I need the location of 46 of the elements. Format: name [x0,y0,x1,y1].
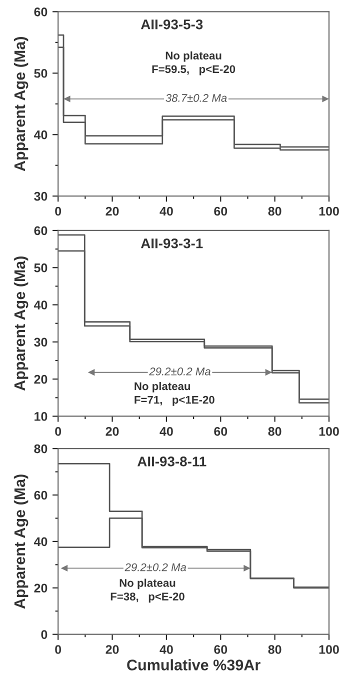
x-tick-label: 40 [160,206,173,216]
x-tick-label: 0 [55,206,62,216]
chart-title: AII-93-8-11 [137,456,206,466]
x-tick-label: 20 [106,426,119,436]
annotation: No plateau F=59.5, p<E-20 [152,51,236,76]
annotation: 29.2±0.2 Ma [149,368,210,376]
y-tick-label: 40 [34,130,48,140]
annotation: 29.2±0.2 Ma [124,563,186,572]
x-tick-label: 80 [268,426,282,436]
annotation: No plateau F=38, p<E-20 [110,578,184,603]
x-tick-label: 80 [268,206,282,216]
x-tick-label: 20 [106,645,119,654]
y-tick-label: 20 [34,584,48,593]
x-axis-title: Cumulative %39Ar [127,659,260,670]
y-tick-label: 60 [34,490,48,500]
annotation: 38.7±0.2 Ma [166,94,227,102]
y-axis-title: Apparent Age (Ma) [14,37,28,172]
x-tick-label: 0 [55,426,62,436]
y-tick-label: 30 [34,192,48,201]
x-tick-label: 20 [106,206,119,216]
y-tick-label: 50 [34,68,48,78]
y-tick-label: 40 [34,300,48,310]
y-tick-label: 60 [34,226,48,236]
y-tick-label: 0 [41,630,48,639]
y-axis-title: Apparent Age (Ma) [14,474,28,609]
annotation: No plateau F=71, p<1E-20 [134,382,214,406]
y-tick-label: 80 [34,444,48,454]
y-tick-label: 10 [34,412,48,421]
chart-title: AII-93-5-3 [140,19,203,30]
chart-title: AII-93-3-1 [140,238,203,248]
x-tick-label: 60 [214,426,228,436]
x-tick-label: 100 [319,426,339,436]
x-tick-label: 40 [160,645,173,654]
x-tick-label: 80 [268,645,282,654]
y-axis-title: Apparent Age (Ma) [14,256,28,391]
y-tick-label: 60 [34,7,48,16]
x-tick-label: 40 [160,426,173,436]
y-tick-label: 50 [34,263,48,272]
x-tick-label: 100 [319,206,339,216]
y-tick-label: 30 [34,338,48,347]
x-tick-label: 100 [319,645,339,654]
x-tick-label: 0 [55,645,62,654]
y-tick-label: 20 [34,374,48,384]
y-tick-label: 40 [34,537,48,546]
x-tick-label: 60 [214,645,228,654]
x-tick-label: 60 [214,206,228,216]
